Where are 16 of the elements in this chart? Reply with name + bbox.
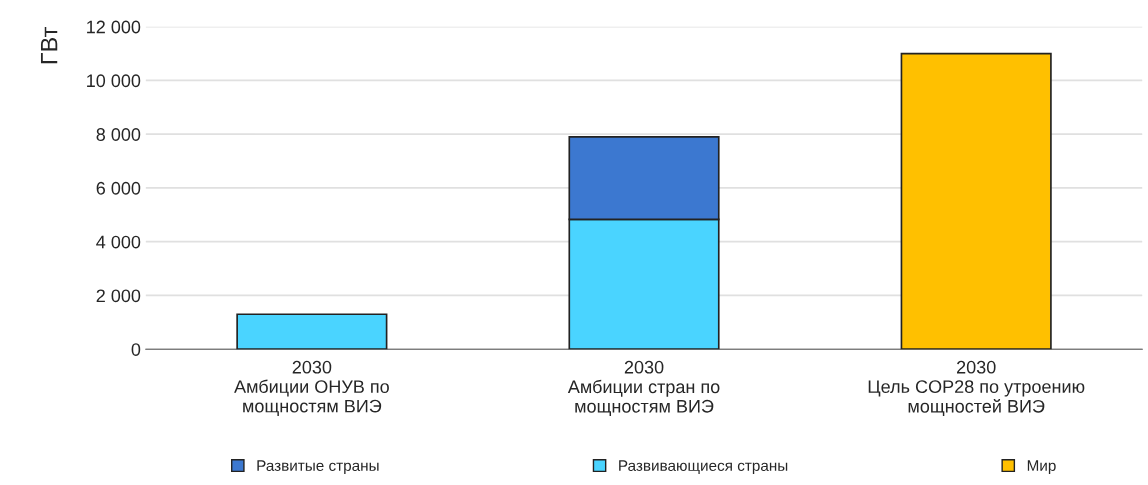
y-tick-label: 0 [131, 343, 141, 356]
legend-label: Развитые страны [257, 460, 379, 475]
y-tick-label: 12 000 [87, 20, 141, 34]
x-tick-label: 2030 Цель COP28 по утроению мощностей ВИЭ [868, 360, 1085, 417]
y-tick-label: 8 000 [96, 128, 141, 141]
y-axis-title: ГВт [40, 27, 58, 64]
y-tick-label: 6 000 [96, 181, 141, 195]
y-tick-label: 2 000 [96, 289, 141, 303]
bar [900, 52, 1052, 350]
y-tick-label: 4 000 [96, 235, 141, 249]
bar [236, 313, 388, 350]
x-tick-label: 2030 Амбиции стран по мощностям ВИЭ [567, 360, 720, 417]
legend-label: Мир [1027, 460, 1056, 475]
y-tick-label: 10 000 [87, 74, 141, 88]
legend-label: Развивающиеся страны [619, 460, 788, 475]
x-tick-label: 2030 Амбиции ОНУВ по мощностям ВИЭ [234, 360, 389, 416]
